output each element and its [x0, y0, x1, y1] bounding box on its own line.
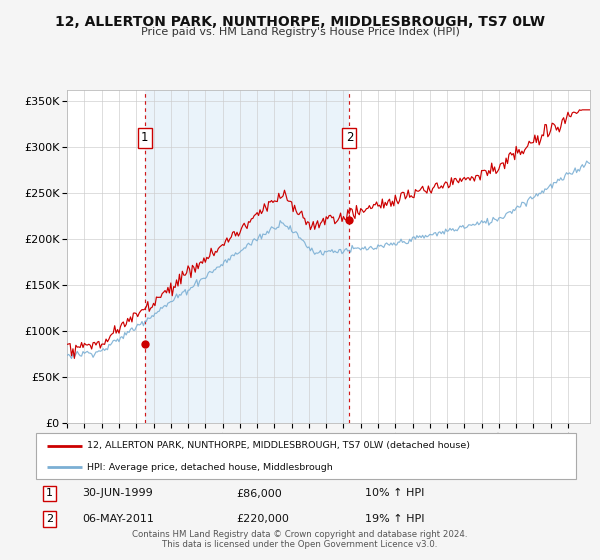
Text: HPI: Average price, detached house, Middlesbrough: HPI: Average price, detached house, Midd… — [88, 463, 333, 472]
Text: 10% ↑ HPI: 10% ↑ HPI — [365, 488, 425, 498]
Text: 19% ↑ HPI: 19% ↑ HPI — [365, 514, 425, 524]
Text: 2: 2 — [46, 514, 53, 524]
Text: 1: 1 — [141, 132, 149, 144]
Text: 2: 2 — [346, 132, 353, 144]
Text: 06-MAY-2011: 06-MAY-2011 — [82, 514, 154, 524]
Text: This data is licensed under the Open Government Licence v3.0.: This data is licensed under the Open Gov… — [163, 540, 437, 549]
FancyBboxPatch shape — [36, 433, 576, 479]
Text: Price paid vs. HM Land Registry's House Price Index (HPI): Price paid vs. HM Land Registry's House … — [140, 27, 460, 37]
Text: Contains HM Land Registry data © Crown copyright and database right 2024.: Contains HM Land Registry data © Crown c… — [132, 530, 468, 539]
Text: 12, ALLERTON PARK, NUNTHORPE, MIDDLESBROUGH, TS7 0LW: 12, ALLERTON PARK, NUNTHORPE, MIDDLESBRO… — [55, 15, 545, 29]
Bar — [145, 90, 349, 423]
Text: 30-JUN-1999: 30-JUN-1999 — [82, 488, 152, 498]
Text: £86,000: £86,000 — [236, 488, 281, 498]
Text: 12, ALLERTON PARK, NUNTHORPE, MIDDLESBROUGH, TS7 0LW (detached house): 12, ALLERTON PARK, NUNTHORPE, MIDDLESBRO… — [88, 441, 470, 450]
Text: £220,000: £220,000 — [236, 514, 289, 524]
Text: 1: 1 — [46, 488, 53, 498]
